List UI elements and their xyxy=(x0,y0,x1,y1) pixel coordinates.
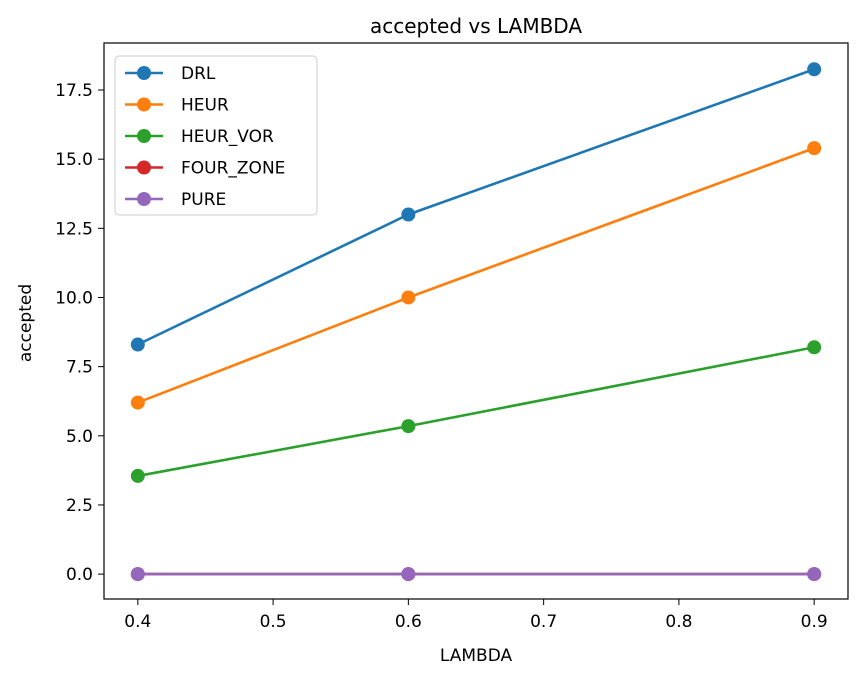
y-tick-label: 2.5 xyxy=(66,496,93,516)
data-point-heur-vor xyxy=(807,340,822,355)
legend-marker-heur-vor xyxy=(137,129,151,143)
data-point-heur-vor xyxy=(130,468,145,483)
y-tick-label: 17.5 xyxy=(55,81,93,101)
legend-label: HEUR xyxy=(181,96,229,116)
x-axis-label: LAMBDA xyxy=(440,646,513,666)
y-axis-label: accepted xyxy=(16,284,36,362)
legend-marker-pure xyxy=(137,192,151,206)
axis-ticks: 0.4 0.5 0.6 0.7 0.8 0.9 0.0 2.5 5.0 7.5 10.0 12.5 15… xyxy=(55,81,828,632)
y-tick-label: 12.5 xyxy=(55,219,93,239)
data-point-heur xyxy=(807,141,822,156)
x-tick-label: 0.7 xyxy=(530,612,557,632)
data-point-heur-vor xyxy=(401,419,416,434)
y-tick-label: 7.5 xyxy=(66,358,93,378)
x-tick-label: 0.8 xyxy=(665,612,692,632)
data-point-drl xyxy=(130,337,145,352)
chart-title: accepted vs LAMBDA xyxy=(370,14,582,38)
legend-marker-four-zone xyxy=(137,160,151,175)
legend-label: FOUR_ZONE xyxy=(181,159,285,179)
y-tick-label: 0.0 xyxy=(66,565,93,585)
x-tick-label: 0.6 xyxy=(395,612,422,632)
data-point-heur xyxy=(401,290,416,305)
data-point-heur xyxy=(130,395,145,410)
plot-marks xyxy=(130,62,822,582)
data-point-drl xyxy=(807,62,822,77)
data-point-pure xyxy=(807,567,822,582)
legend-marker-drl xyxy=(137,66,151,80)
x-tick-label: 0.5 xyxy=(260,612,287,632)
legend-label: DRL xyxy=(181,64,216,84)
legend-box xyxy=(114,55,318,216)
data-point-drl xyxy=(401,207,416,222)
y-tick-label: 5.0 xyxy=(66,427,93,447)
legend: DRL HEUR HEUR_VOR FOUR_ZONE PURE xyxy=(114,55,318,216)
plot-frame xyxy=(103,42,849,600)
x-tick-label: 0.4 xyxy=(124,612,151,632)
x-tick-label: 0.9 xyxy=(801,612,828,632)
legend-label: HEUR_VOR xyxy=(181,127,274,147)
legend-marker-heur xyxy=(137,97,151,112)
y-tick-label: 15.0 xyxy=(55,150,93,170)
y-tick-label: 10.0 xyxy=(55,288,93,308)
data-point-pure xyxy=(401,567,416,582)
legend-label: PURE xyxy=(181,190,226,210)
data-point-pure xyxy=(130,567,145,582)
